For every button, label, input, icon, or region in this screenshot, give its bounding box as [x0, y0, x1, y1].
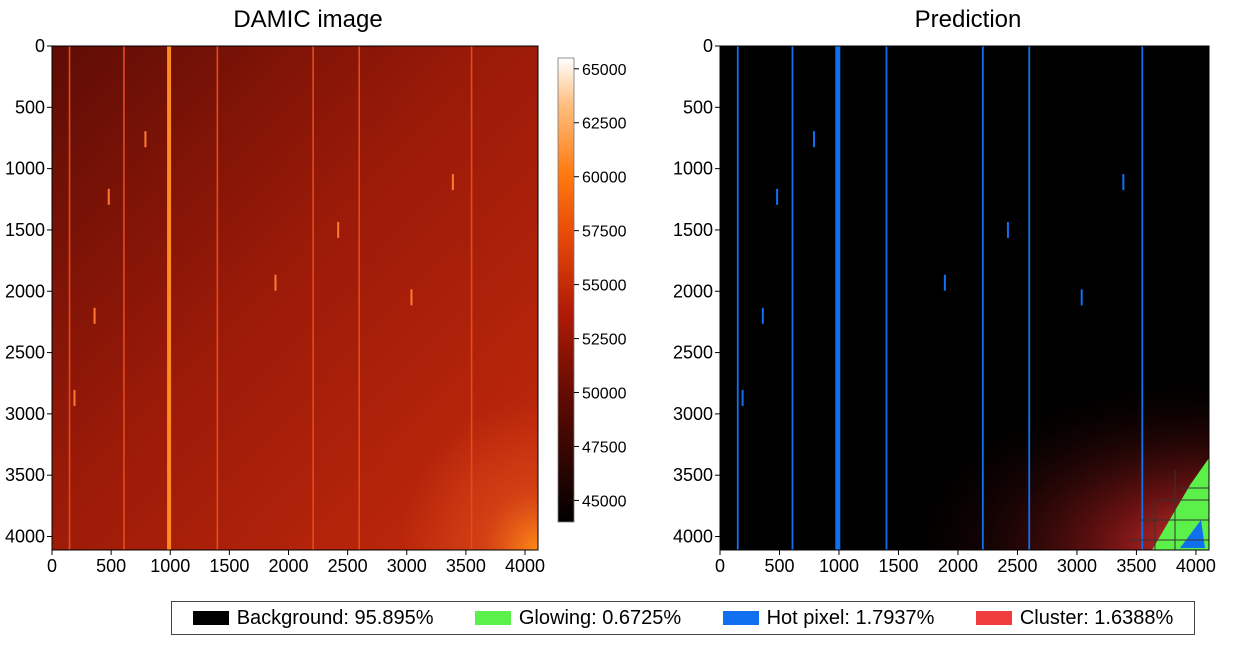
legend-swatch-hot-pixel: [722, 611, 759, 625]
damic-image-plot: [52, 46, 538, 550]
hot-column-line: [167, 46, 172, 550]
left-y-tick-label: 2000: [5, 281, 45, 301]
hot-pixel-column: [1028, 46, 1031, 550]
legend-label-cluster: Cluster: 1.6388%: [1019, 606, 1174, 629]
legend-item-cluster: Cluster: 1.6388%: [975, 606, 1174, 630]
right-x-tick-label: 2500: [997, 556, 1037, 576]
hot-spot-mark: [144, 131, 147, 148]
left-x-tick-label: 1000: [150, 556, 190, 576]
right-chart-title: Prediction: [914, 6, 1022, 33]
right-x-tick-label: 3000: [1057, 556, 1097, 576]
hot-column-line: [312, 46, 314, 550]
left-chart-title: DAMIC image: [233, 6, 383, 33]
right-x-tick-label: 1500: [878, 556, 918, 576]
hot-pixel-column: [835, 46, 841, 550]
legend-swatch-cluster: [975, 611, 1012, 625]
left-x-tick-label: 3000: [387, 556, 427, 576]
hot-column-line: [68, 46, 71, 550]
hot-pixel-column: [885, 46, 888, 550]
hot-spot-mark: [73, 389, 76, 406]
left-y-tick-label: 500: [15, 97, 45, 117]
legend-swatch-glowing: [474, 611, 511, 625]
left-x-tick-label: 500: [96, 556, 126, 576]
left-x-tick-label: 2000: [268, 556, 308, 576]
left-y-tick-label: 4000: [5, 527, 45, 547]
hot-pixel-column: [736, 46, 739, 550]
legend-item-glowing: Glowing: 0.6725%: [474, 606, 682, 630]
hot-spot-mark: [93, 307, 96, 324]
left-x-tick-label: 2500: [328, 556, 368, 576]
left-x-tick-label: 1500: [209, 556, 249, 576]
legend: Background: 95.895% Glowing: 0.6725% Hot…: [171, 601, 1195, 635]
left-axes-frame: [51, 45, 539, 551]
hot-spot-mark: [274, 274, 277, 291]
colorbar: 65000 62500 60000 57500 55000 52500 50000 47500…: [557, 57, 627, 523]
left-y-tick-label: 3500: [5, 465, 45, 485]
legend-label-glowing: Glowing: 0.6725%: [518, 606, 682, 629]
hot-spot-prediction: [776, 188, 779, 205]
hot-pixel-column: [1141, 46, 1144, 550]
hot-spot-prediction: [812, 131, 815, 148]
hot-spot-prediction: [943, 274, 946, 291]
legend-item-hot-pixel: Hot pixel: 1.7937%: [722, 606, 935, 630]
hot-column-line: [358, 46, 361, 550]
left-x-tick-label: 4000: [505, 556, 545, 576]
legend-label-hot-pixel: Hot pixel: 1.7937%: [766, 606, 935, 629]
legend-swatch-background: [192, 611, 229, 625]
hot-spot-mark: [410, 289, 413, 306]
right-y-tick-label: 1500: [673, 220, 713, 240]
right-y-tick-label: 3000: [673, 404, 713, 424]
right-x-tick-label: 0: [715, 556, 725, 576]
right-x-tick-label: 2000: [938, 556, 978, 576]
hot-column-line: [216, 46, 219, 550]
legend-label-background: Background: 95.895%: [236, 606, 434, 629]
right-y-tick-label: 4000: [673, 527, 713, 547]
right-x-tick-label: 4000: [1176, 556, 1216, 576]
hot-spot-prediction: [1006, 221, 1009, 238]
right-x-tick-label: 3500: [1116, 556, 1156, 576]
right-y-tick-label: 1000: [673, 159, 713, 179]
left-x-tick-label: 0: [47, 556, 57, 576]
chart-canvas: 6500062500600005750055000525005000047500…: [5, 36, 1216, 576]
hot-pixel-region: [1180, 520, 1205, 548]
hot-spot-prediction: [761, 307, 764, 324]
right-y-tick-label: 0: [703, 36, 713, 56]
hot-spot-prediction: [741, 389, 744, 406]
left-y-tick-label: 3000: [5, 404, 45, 424]
colorbar-tick-label: 50000: [582, 386, 627, 403]
hot-spot-prediction: [1080, 289, 1083, 306]
hot-spot-prediction: [1122, 174, 1125, 191]
hot-pixel-column: [791, 46, 794, 550]
left-y-tick-label: 2500: [5, 343, 45, 363]
colorbar-tick-label: 60000: [582, 170, 627, 187]
left-x-tick-label: 3500: [446, 556, 486, 576]
hot-pixel-column: [981, 46, 984, 550]
hot-spot-mark: [337, 221, 340, 238]
right-x-tick-label: 500: [764, 556, 794, 576]
right-axes-frame: [719, 45, 1210, 551]
colorbar-tick-label: 47500: [582, 439, 627, 456]
colorbar-tick-label: 45000: [582, 493, 627, 510]
hot-spot-mark: [451, 174, 454, 191]
legend-item-background: Background: 95.895%: [192, 606, 434, 630]
colorbar-tick-label: 62500: [582, 116, 627, 133]
colorbar-tick-label: 57500: [582, 224, 627, 241]
left-y-tick-label: 1000: [5, 159, 45, 179]
right-x-tick-label: 1000: [819, 556, 859, 576]
left-y-tick-label: 1500: [5, 220, 45, 240]
right-y-tick-label: 2000: [673, 281, 713, 301]
colorbar-tick-label: 65000: [582, 62, 627, 79]
prediction-plot: [720, 46, 1209, 550]
right-y-tick-label: 2500: [673, 343, 713, 363]
right-y-tick-label: 500: [683, 97, 713, 117]
glowing-region: [1152, 458, 1209, 550]
colorbar-tick-label: 52500: [582, 332, 627, 349]
hot-column-line: [470, 46, 473, 550]
right-y-tick-label: 3500: [673, 465, 713, 485]
left-y-tick-label: 0: [35, 36, 45, 56]
colorbar-tick-label: 55000: [582, 278, 627, 295]
hot-spot-mark: [107, 188, 110, 205]
hot-column-line: [123, 46, 125, 550]
